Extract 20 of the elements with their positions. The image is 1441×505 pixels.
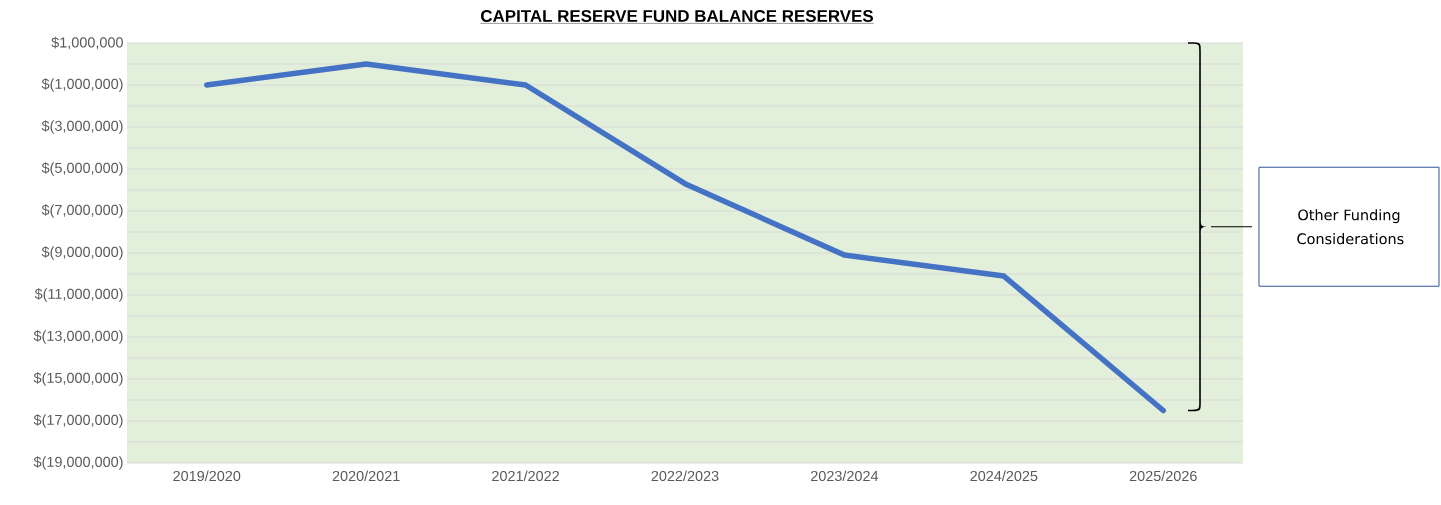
y-tick-label: $(13,000,000) — [33, 330, 123, 344]
y-tick-label: $(15,000,000) — [33, 372, 123, 386]
y-tick-label: $(5,000,000) — [41, 162, 123, 176]
x-tick-label: 2023/2024 — [811, 470, 879, 482]
y-tick-label: $(9,000,000) — [41, 246, 123, 260]
y-tick-label: $(7,000,000) — [41, 204, 123, 218]
x-tick-label: 2021/2022 — [492, 470, 559, 482]
y-tick-label: $1,000,000 — [51, 36, 123, 50]
text: Other Funding Considerations — [1297, 209, 1404, 245]
y-tick-label: $(17,000,000) — [33, 414, 123, 428]
y-tick-label: $(11,000,000) — [34, 288, 123, 302]
y-tick-label: $(19,000,000) — [33, 456, 123, 470]
chart-title: CAPITAL RESERVE FUND BALANCE RESERVES — [481, 9, 873, 22]
x-tick-label: 2022/2023 — [651, 470, 719, 482]
y-tick-label: $(1,000,000) — [41, 78, 123, 92]
x-tick-label: 2019/2020 — [173, 470, 241, 482]
y-tick-label: $(3,000,000) — [41, 120, 123, 134]
x-tick-label: 2020/2021 — [332, 470, 400, 482]
x-tick-label: 2025/2026 — [1129, 470, 1197, 482]
x-tick-label: 2024/2025 — [970, 470, 1038, 482]
